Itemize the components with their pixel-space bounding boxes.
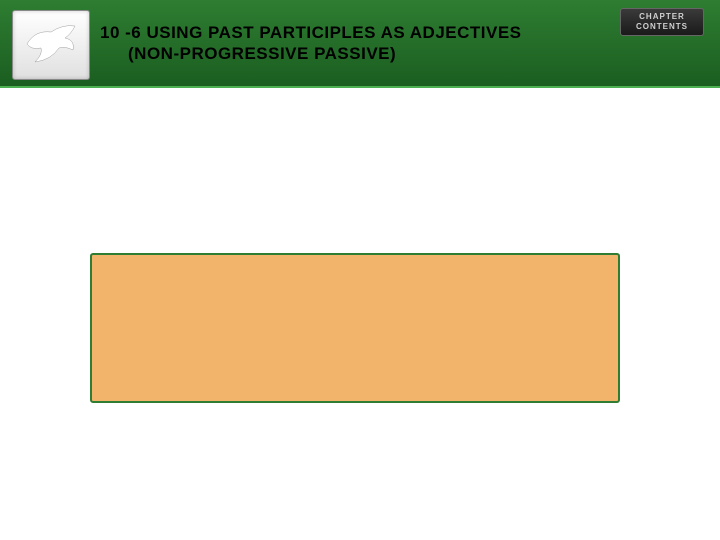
header-bar: 10 -6 USING PAST PARTICIPLES AS ADJECTIV… [0, 0, 720, 88]
chapter-btn-line1: CHAPTER [639, 12, 685, 22]
highlight-panel [90, 253, 620, 403]
content-area [0, 88, 720, 540]
logo-box [12, 10, 90, 80]
chapter-contents-button[interactable]: CHAPTER CONTENTS [620, 8, 704, 36]
chapter-btn-line2: CONTENTS [636, 22, 688, 32]
bird-icon [21, 20, 81, 70]
title-line-2: (NON-PROGRESSIVE PASSIVE) [100, 43, 720, 64]
